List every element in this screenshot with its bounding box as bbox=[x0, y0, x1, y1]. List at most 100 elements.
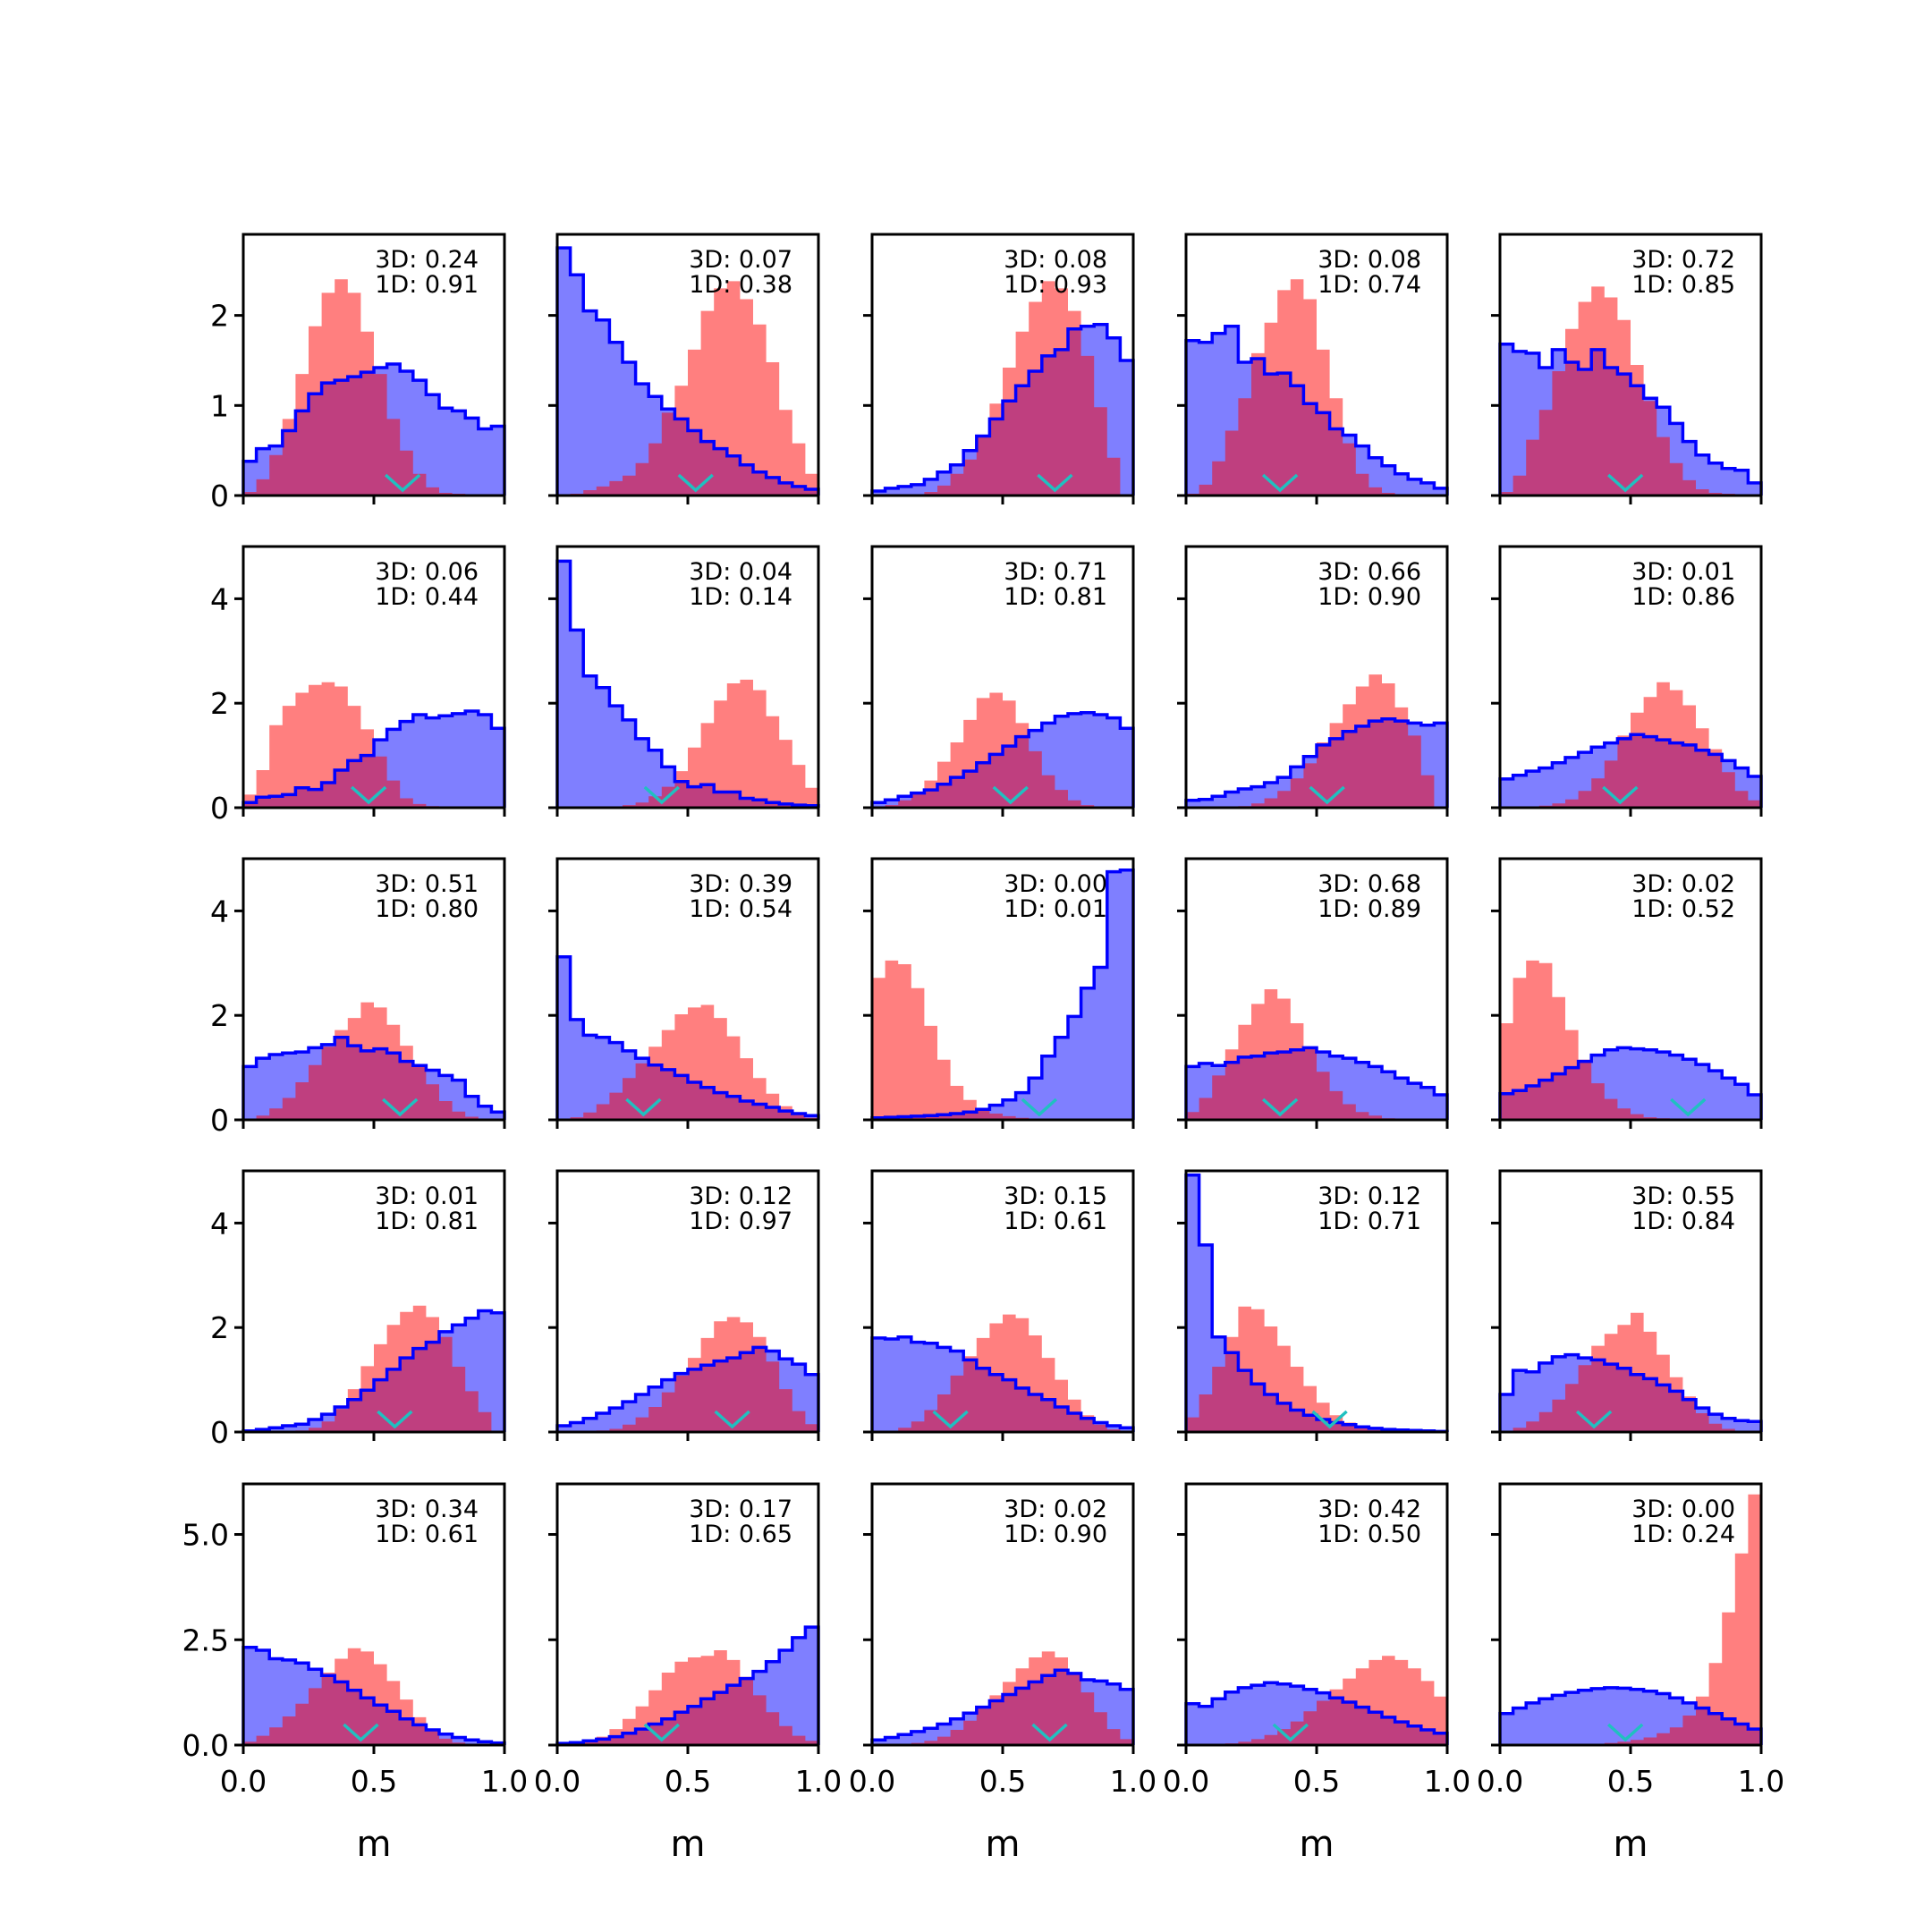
blue-histogram-outline bbox=[555, 955, 820, 1120]
x-tick-label: 1.0 bbox=[481, 1764, 528, 1799]
y-tick-label: 0 bbox=[210, 1415, 229, 1450]
y-tick-label: 0 bbox=[210, 479, 229, 513]
x-tick-label: 1.0 bbox=[795, 1764, 842, 1799]
annotation-1d: 1D: 0.61 bbox=[375, 1521, 479, 1548]
marker-chevron bbox=[1031, 1723, 1068, 1742]
annotation-3d: 3D: 0.68 bbox=[1318, 870, 1421, 898]
marker-chevron bbox=[1309, 785, 1345, 805]
blue-histogram-outline bbox=[1498, 733, 1763, 808]
blue-histogram-fill bbox=[557, 248, 818, 496]
annotation-3d: 3D: 0.08 bbox=[1318, 246, 1421, 274]
annotation-1d: 1D: 0.85 bbox=[1631, 271, 1735, 299]
marker-chevron bbox=[625, 1097, 662, 1117]
annotation-1d: 1D: 0.97 bbox=[689, 1208, 792, 1235]
annotation-1d: 1D: 0.38 bbox=[689, 271, 792, 299]
marker-chevron bbox=[1261, 1097, 1299, 1117]
annotation-1d: 1D: 0.50 bbox=[1318, 1521, 1421, 1548]
blue-histogram-outline bbox=[870, 1335, 1135, 1432]
x-tick-label: 0.0 bbox=[849, 1764, 895, 1799]
annotation-3d: 3D: 0.12 bbox=[689, 1182, 792, 1210]
blue-histogram-outline bbox=[1498, 1352, 1763, 1432]
annotation-1d: 1D: 0.54 bbox=[689, 895, 792, 923]
x-axis-label: m bbox=[1614, 1824, 1648, 1865]
marker-chevron bbox=[1606, 1723, 1644, 1742]
annotation-3d: 3D: 0.71 bbox=[1004, 558, 1107, 586]
annotation-1d: 1D: 0.81 bbox=[375, 1208, 479, 1235]
blue-histogram-outline bbox=[1184, 324, 1449, 496]
marker-chevron bbox=[932, 1410, 969, 1429]
red-histogram-bars bbox=[1500, 286, 1761, 496]
marker-chevron bbox=[343, 1723, 379, 1742]
annotation-3d: 3D: 0.01 bbox=[1631, 558, 1735, 586]
red-histogram-bars bbox=[557, 679, 818, 808]
x-tick-label: 1.0 bbox=[1424, 1764, 1470, 1799]
blue-histogram-outline bbox=[870, 869, 1135, 1120]
x-tick-label: 1.0 bbox=[1110, 1764, 1157, 1799]
marker-chevron bbox=[1021, 1097, 1058, 1117]
annotation-3d: 3D: 0.00 bbox=[1631, 1496, 1735, 1523]
red-histogram-bars bbox=[1186, 989, 1447, 1120]
x-axis-label: m bbox=[671, 1824, 706, 1865]
red-histogram-bars bbox=[1500, 960, 1761, 1120]
annotation-1d: 1D: 0.81 bbox=[1004, 583, 1107, 611]
annotation-1d: 1D: 0.01 bbox=[1004, 895, 1107, 923]
y-tick-label: 4 bbox=[210, 1206, 229, 1241]
x-tick-label: 0.5 bbox=[1293, 1764, 1340, 1799]
x-axis-label: m bbox=[986, 1824, 1021, 1865]
x-tick-label: 0.0 bbox=[534, 1764, 580, 1799]
annotation-3d: 3D: 0.42 bbox=[1318, 1496, 1421, 1523]
annotation-3d: 3D: 0.04 bbox=[689, 558, 792, 586]
annotation-1d: 1D: 0.80 bbox=[375, 895, 479, 923]
annotation-3d: 3D: 0.02 bbox=[1631, 870, 1735, 898]
blue-histogram-outline bbox=[242, 1035, 506, 1120]
blue-histogram-outline bbox=[555, 559, 820, 808]
blue-histogram-outline bbox=[1498, 343, 1763, 496]
y-tick-label: 0.0 bbox=[182, 1728, 229, 1763]
y-tick-label: 2 bbox=[210, 998, 229, 1033]
annotation-1d: 1D: 0.93 bbox=[1004, 271, 1107, 299]
blue-histogram-outline bbox=[1184, 1046, 1449, 1120]
red-histogram-bars bbox=[557, 281, 818, 496]
marker-chevron bbox=[384, 473, 421, 493]
annotation-1d: 1D: 0.65 bbox=[689, 1521, 792, 1548]
marker-chevron bbox=[992, 785, 1029, 805]
annotation-3d: 3D: 0.34 bbox=[375, 1496, 479, 1523]
annotation-1d: 1D: 0.86 bbox=[1631, 583, 1735, 611]
red-histogram-bars bbox=[243, 1002, 504, 1120]
annotation-3d: 3D: 0.55 bbox=[1631, 1182, 1735, 1210]
annotation-1d: 1D: 0.24 bbox=[1631, 1521, 1735, 1548]
blue-histogram-outline bbox=[870, 1668, 1135, 1745]
y-tick-label: 2 bbox=[210, 686, 229, 721]
x-axis-label: m bbox=[1300, 1824, 1335, 1865]
marker-chevron bbox=[1606, 473, 1644, 493]
annotation-1d: 1D: 0.44 bbox=[375, 583, 479, 611]
x-tick-label: 0.5 bbox=[1607, 1764, 1654, 1799]
annotation-1d: 1D: 0.52 bbox=[1631, 895, 1735, 923]
x-tick-label: 0.0 bbox=[1477, 1764, 1523, 1799]
annotation-1d: 1D: 0.91 bbox=[375, 271, 479, 299]
y-tick-label: 4 bbox=[210, 581, 229, 616]
blue-histogram-outline bbox=[1498, 1686, 1763, 1745]
blue-histogram-outline bbox=[242, 1645, 506, 1745]
marker-chevron bbox=[643, 785, 680, 805]
marker-chevron bbox=[1261, 473, 1299, 493]
blue-histogram-outline bbox=[870, 710, 1135, 808]
marker-chevron bbox=[1037, 473, 1073, 493]
annotation-1d: 1D: 0.61 bbox=[1004, 1208, 1107, 1235]
annotation-3d: 3D: 0.07 bbox=[689, 246, 792, 274]
annotation-3d: 3D: 0.08 bbox=[1004, 246, 1107, 274]
marker-chevron bbox=[1311, 1410, 1348, 1429]
